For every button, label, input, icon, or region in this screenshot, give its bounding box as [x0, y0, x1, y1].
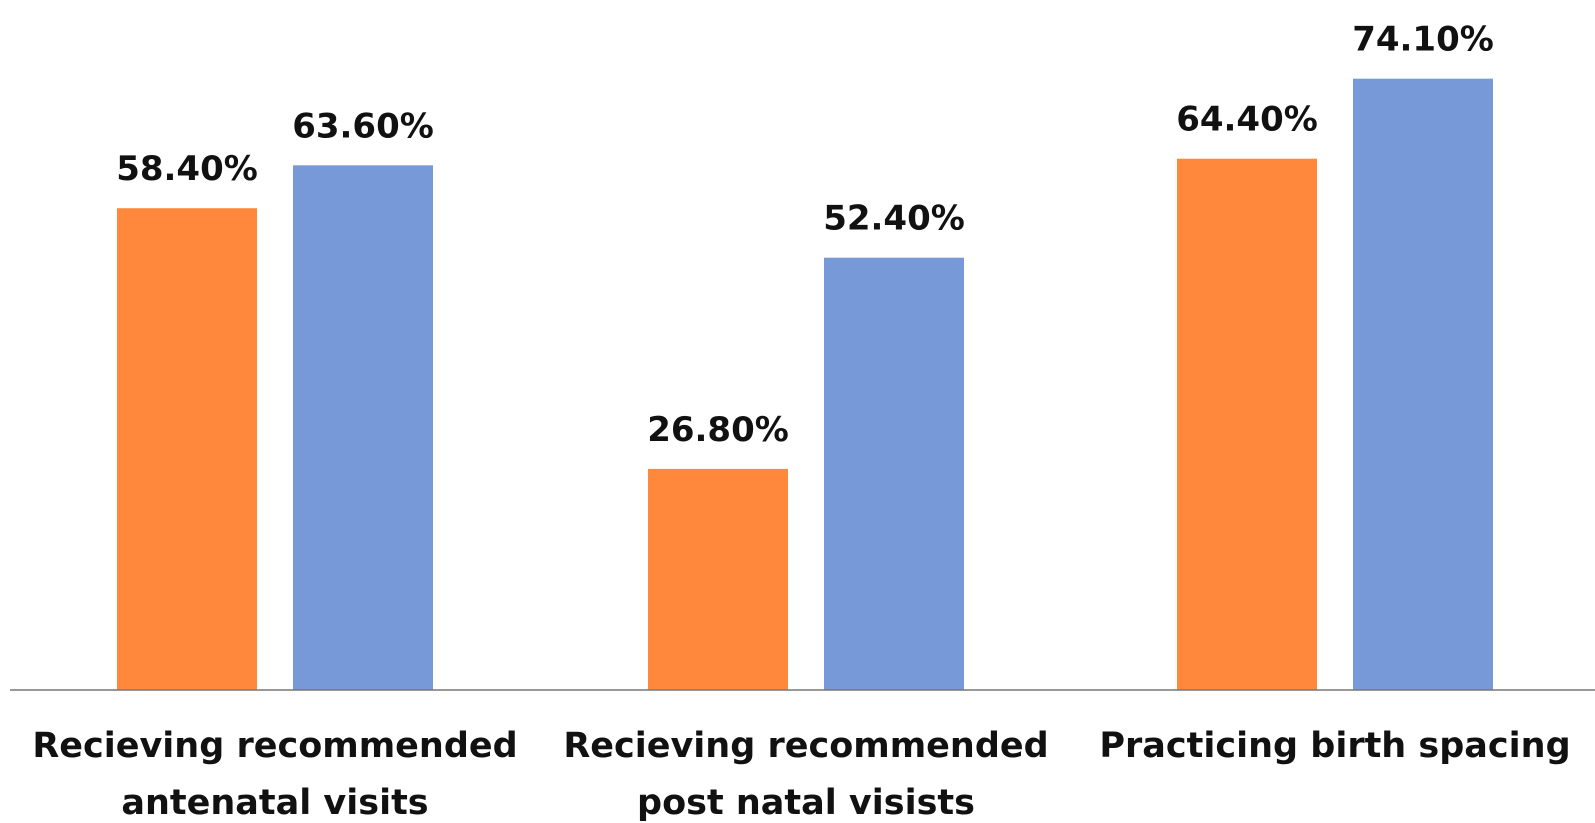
category-label-2-line-2: post natal visists	[637, 783, 975, 823]
data-label-2-series-2: 52.40%	[823, 199, 965, 239]
bar-1-series-2	[293, 165, 433, 691]
category-label-1-line-1: Recieving recommended	[32, 726, 517, 766]
bar-2-series-1	[648, 468, 788, 690]
bar-2-series-2	[824, 257, 964, 690]
data-label-1-series-2: 63.60%	[292, 106, 434, 146]
bars-group	[117, 78, 1493, 691]
category-label-1-line-2: antenatal visits	[121, 783, 428, 823]
bar-3-series-2	[1353, 78, 1493, 691]
data-label-3-series-2: 74.10%	[1352, 20, 1494, 60]
bar-3-series-1	[1177, 158, 1317, 690]
bar-1-series-1	[117, 208, 257, 690]
category-label-2-line-1: Recieving recommended	[563, 726, 1048, 766]
category-labels-group: Recieving recommended antenatal visits Rec…	[32, 726, 1570, 823]
data-label-1-series-1: 58.40%	[116, 149, 258, 189]
data-label-2-series-1: 26.80%	[647, 410, 789, 450]
value-labels-group: 58.40% 63.60% 26.80% 52.40% 64.40% 74.10%	[116, 20, 1494, 450]
category-label-3-line-1: Practicing birth spacing	[1099, 726, 1570, 766]
data-label-3-series-1: 64.40%	[1176, 100, 1318, 140]
